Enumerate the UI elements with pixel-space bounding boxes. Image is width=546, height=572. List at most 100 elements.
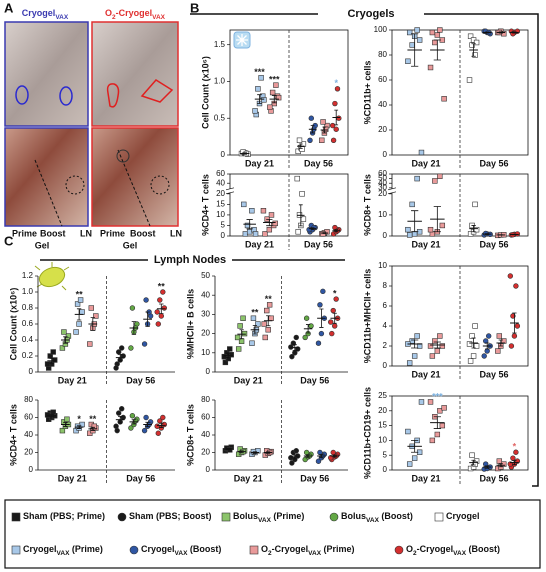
data-point [160, 289, 166, 295]
data-point [434, 348, 441, 354]
data-point [303, 315, 310, 321]
bacterium-icon [34, 262, 70, 291]
y-tick-label: 10 [378, 261, 387, 270]
error-bar [332, 312, 337, 324]
legend-label-part: Sham (PBS; Prime) [23, 511, 105, 521]
error-bar [512, 460, 517, 466]
data-point [128, 345, 134, 351]
error-bar [498, 339, 503, 347]
y-axis-label: %CD8+ T cells [362, 174, 372, 236]
data-point [74, 301, 81, 307]
data-point [44, 361, 51, 367]
y-tick-label: 40 [24, 430, 33, 439]
data-point [302, 334, 308, 341]
error-bar [305, 454, 311, 458]
data-point [160, 414, 166, 421]
y-tick-label: 20 [378, 189, 387, 198]
data-point [221, 353, 228, 360]
bracket [190, 13, 539, 487]
error-bar [334, 109, 339, 126]
legend-label-part: Bolus [341, 511, 366, 521]
y-tick-label: 20 [201, 329, 210, 338]
data-point [432, 39, 438, 46]
error-bar [118, 415, 123, 424]
legend-label-part: VAX [453, 550, 467, 557]
data-point [154, 309, 160, 315]
data-point [289, 353, 295, 360]
y-axis-label: %CD8+ T cells [185, 404, 195, 466]
data-point [255, 86, 261, 92]
error-bar [485, 342, 490, 350]
error-bar [298, 204, 303, 227]
error-bar [226, 353, 231, 358]
day-label: Day 56 [126, 473, 155, 483]
data-point [330, 307, 336, 314]
significance-mark: *** [432, 391, 443, 401]
data-point [473, 226, 480, 233]
data-point [119, 406, 125, 412]
y-tick-label: 0.5 [214, 113, 226, 122]
data-point [129, 413, 136, 419]
y-tick-label: 15 [378, 421, 387, 430]
data-point [237, 323, 243, 329]
data-point [273, 82, 279, 88]
photo-panel [4, 21, 179, 227]
significance-mark: * [77, 414, 81, 424]
data-point [293, 334, 299, 341]
legend-label-part: (Prime) [69, 544, 103, 554]
data-point [466, 341, 473, 347]
error-bar [90, 426, 95, 431]
error-bar [498, 31, 503, 34]
data-point [439, 422, 446, 429]
data-point [406, 29, 413, 36]
data-point [429, 353, 436, 359]
data-point [427, 64, 434, 71]
data-point [405, 58, 411, 64]
photo-header-part: 2 [112, 14, 116, 21]
y-tick-label: 0 [383, 150, 388, 159]
data-point [93, 313, 99, 319]
photo-header-part: -Cryogel [116, 8, 153, 18]
day-label: Day 21 [245, 158, 274, 168]
y-tick-label: 30 [378, 183, 387, 192]
y-axis-label: %CD4+ T cells [200, 174, 210, 236]
data-point [429, 437, 436, 444]
legend-marker [117, 512, 127, 522]
photo-label: Gel [35, 240, 50, 250]
data-point [77, 297, 84, 303]
legend-label-part: -Cryogel [417, 544, 454, 554]
data-point [411, 353, 418, 359]
legend-label-part: (Boost) [379, 511, 413, 521]
significance-mark: ** [251, 308, 259, 318]
error-bar [471, 337, 476, 349]
day-label: Day 21 [58, 473, 87, 483]
data-point [262, 231, 268, 237]
data-point [157, 297, 163, 303]
day-label: Day 21 [245, 239, 274, 249]
data-point [513, 283, 519, 289]
legend-label: CryogelVAX (Prime) [23, 544, 103, 557]
y-axis-label: %CD11b+ cells [362, 61, 372, 125]
day-label: Day 56 [300, 375, 329, 385]
error-bar [310, 125, 315, 134]
y-tick-label: 1.0 [214, 77, 226, 86]
data-point [507, 273, 514, 279]
y-tick-label: 2 [383, 341, 388, 350]
data-point [470, 353, 477, 359]
data-point [154, 423, 160, 429]
data-point [510, 455, 516, 461]
data-point [437, 333, 443, 339]
photo-label: Prime [100, 228, 125, 238]
data-point [333, 126, 339, 132]
data-point [511, 333, 518, 339]
day-label: Day 21 [411, 158, 440, 168]
data-point [61, 329, 67, 335]
panel-title: Cryogels [347, 8, 394, 20]
data-point [513, 449, 519, 455]
data-point [113, 365, 119, 371]
photo-label: Prime [12, 228, 37, 238]
error-bar [485, 465, 490, 469]
data-point [434, 32, 441, 38]
day-label: Day 56 [479, 158, 508, 168]
data-point [141, 341, 148, 347]
